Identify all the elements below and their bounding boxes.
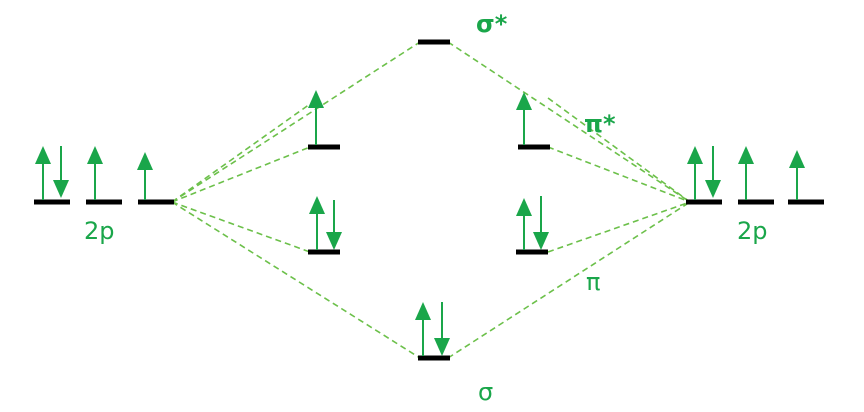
corr-right-sigma-star: [447, 41, 691, 203]
corr-right-pi-star-upper: [547, 97, 691, 203]
electron-down-arrow: [533, 196, 549, 250]
correlation-lines: [171, 41, 691, 359]
electron-up-arrow: [137, 152, 153, 200]
corr-left-pi: [171, 201, 311, 253]
electron-down-arrow: [705, 146, 721, 198]
electron-up-arrow: [687, 146, 703, 200]
left-atom-label: 2p: [84, 217, 115, 245]
electron-up-arrow: [516, 92, 532, 145]
pi-star-label: π*: [584, 110, 616, 138]
pi-label: π: [586, 268, 600, 296]
electron-up-arrow: [789, 150, 805, 200]
corr-left-sigma: [171, 201, 421, 359]
electron-up-arrow: [87, 146, 103, 200]
electron-down-arrow: [326, 200, 342, 250]
sigma-label: σ: [478, 378, 493, 406]
electron-up-arrow: [35, 146, 51, 200]
electron-down-arrow: [53, 146, 69, 198]
sigma-star-label: σ*: [476, 10, 508, 38]
corr-right-pi-star: [547, 146, 691, 203]
electron-up-arrow: [308, 90, 324, 145]
corr-right-sigma: [447, 201, 691, 359]
electron-up-arrow: [516, 198, 532, 250]
corr-left-pi-star-upper: [171, 103, 311, 203]
electron-down-arrow: [434, 302, 450, 356]
corr-right-pi: [547, 201, 691, 253]
electron-up-arrow: [309, 196, 325, 250]
energy-levels: [34, 39, 824, 361]
electron-up-arrow: [415, 302, 431, 356]
electron-up-arrow: [738, 146, 754, 200]
corr-left-pi-star: [171, 146, 311, 203]
corr-left-sigma-star: [171, 41, 421, 203]
electrons: [35, 90, 805, 356]
right-atom-label: 2p: [737, 217, 768, 245]
